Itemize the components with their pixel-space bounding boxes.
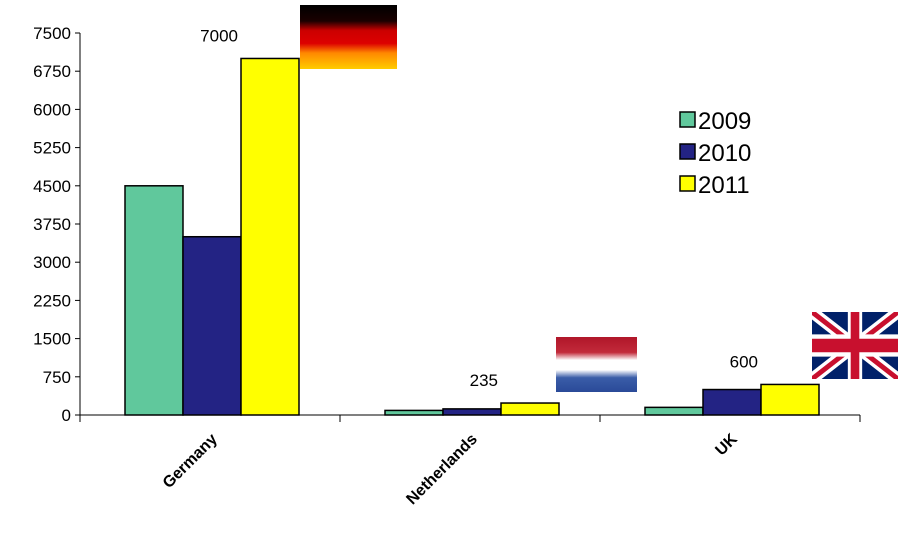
legend-label-2009: 2009	[698, 108, 751, 135]
bar-germany-2009	[124, 185, 184, 416]
y-axis: 0 750 1500 2250 3000 3750 4500 5250 6000 6750 7500	[33, 24, 81, 425]
data-label-netherlands: 235	[470, 371, 498, 390]
legend-label-2010: 2010	[698, 140, 751, 167]
legend-swatch-2010	[679, 143, 696, 160]
data-labels: 7000 235 600	[200, 26, 758, 390]
germany-flag-icon	[300, 5, 397, 69]
y-tick-label: 5250	[33, 139, 71, 158]
bar-netherlands-2010	[442, 408, 502, 416]
bar-uk-2011	[760, 383, 820, 416]
legend-swatch-2011	[679, 175, 696, 192]
y-tick-label: 7500	[33, 24, 71, 43]
y-tick-label: 6750	[33, 62, 71, 81]
x-axis	[79, 414, 861, 422]
uk-flag-icon	[812, 312, 898, 379]
y-tick-label: 750	[43, 368, 71, 387]
netherlands-flag-icon	[556, 337, 637, 392]
bar-uk-2009	[644, 406, 704, 416]
bar-germany-2010	[182, 235, 242, 416]
category-label-uk: UK	[712, 430, 741, 459]
y-tick-label: 0	[62, 406, 71, 425]
legend-label-2011: 2011	[698, 172, 750, 199]
legend: 2009 2010 2011	[679, 108, 751, 199]
y-tick-label: 1500	[33, 330, 71, 349]
bar-uk-2010	[702, 388, 762, 416]
legend-swatch-2009	[679, 111, 696, 128]
bars	[124, 57, 820, 416]
category-label-germany: Germany	[160, 431, 221, 492]
y-tick-label: 4500	[33, 177, 71, 196]
y-tick-label: 3750	[33, 215, 71, 234]
data-label-uk: 600	[730, 352, 758, 371]
bar-germany-2011	[240, 57, 300, 416]
bar-netherlands-2009	[384, 409, 444, 416]
category-label-netherlands: Netherlands	[403, 431, 480, 508]
data-label-germany: 7000	[200, 26, 238, 45]
y-tick-label: 2250	[33, 291, 71, 310]
bar-netherlands-2011	[500, 402, 560, 416]
y-tick-label: 3000	[33, 253, 71, 272]
category-labels: Germany Netherlands UK	[160, 430, 741, 508]
y-tick-label: 6000	[33, 100, 71, 119]
